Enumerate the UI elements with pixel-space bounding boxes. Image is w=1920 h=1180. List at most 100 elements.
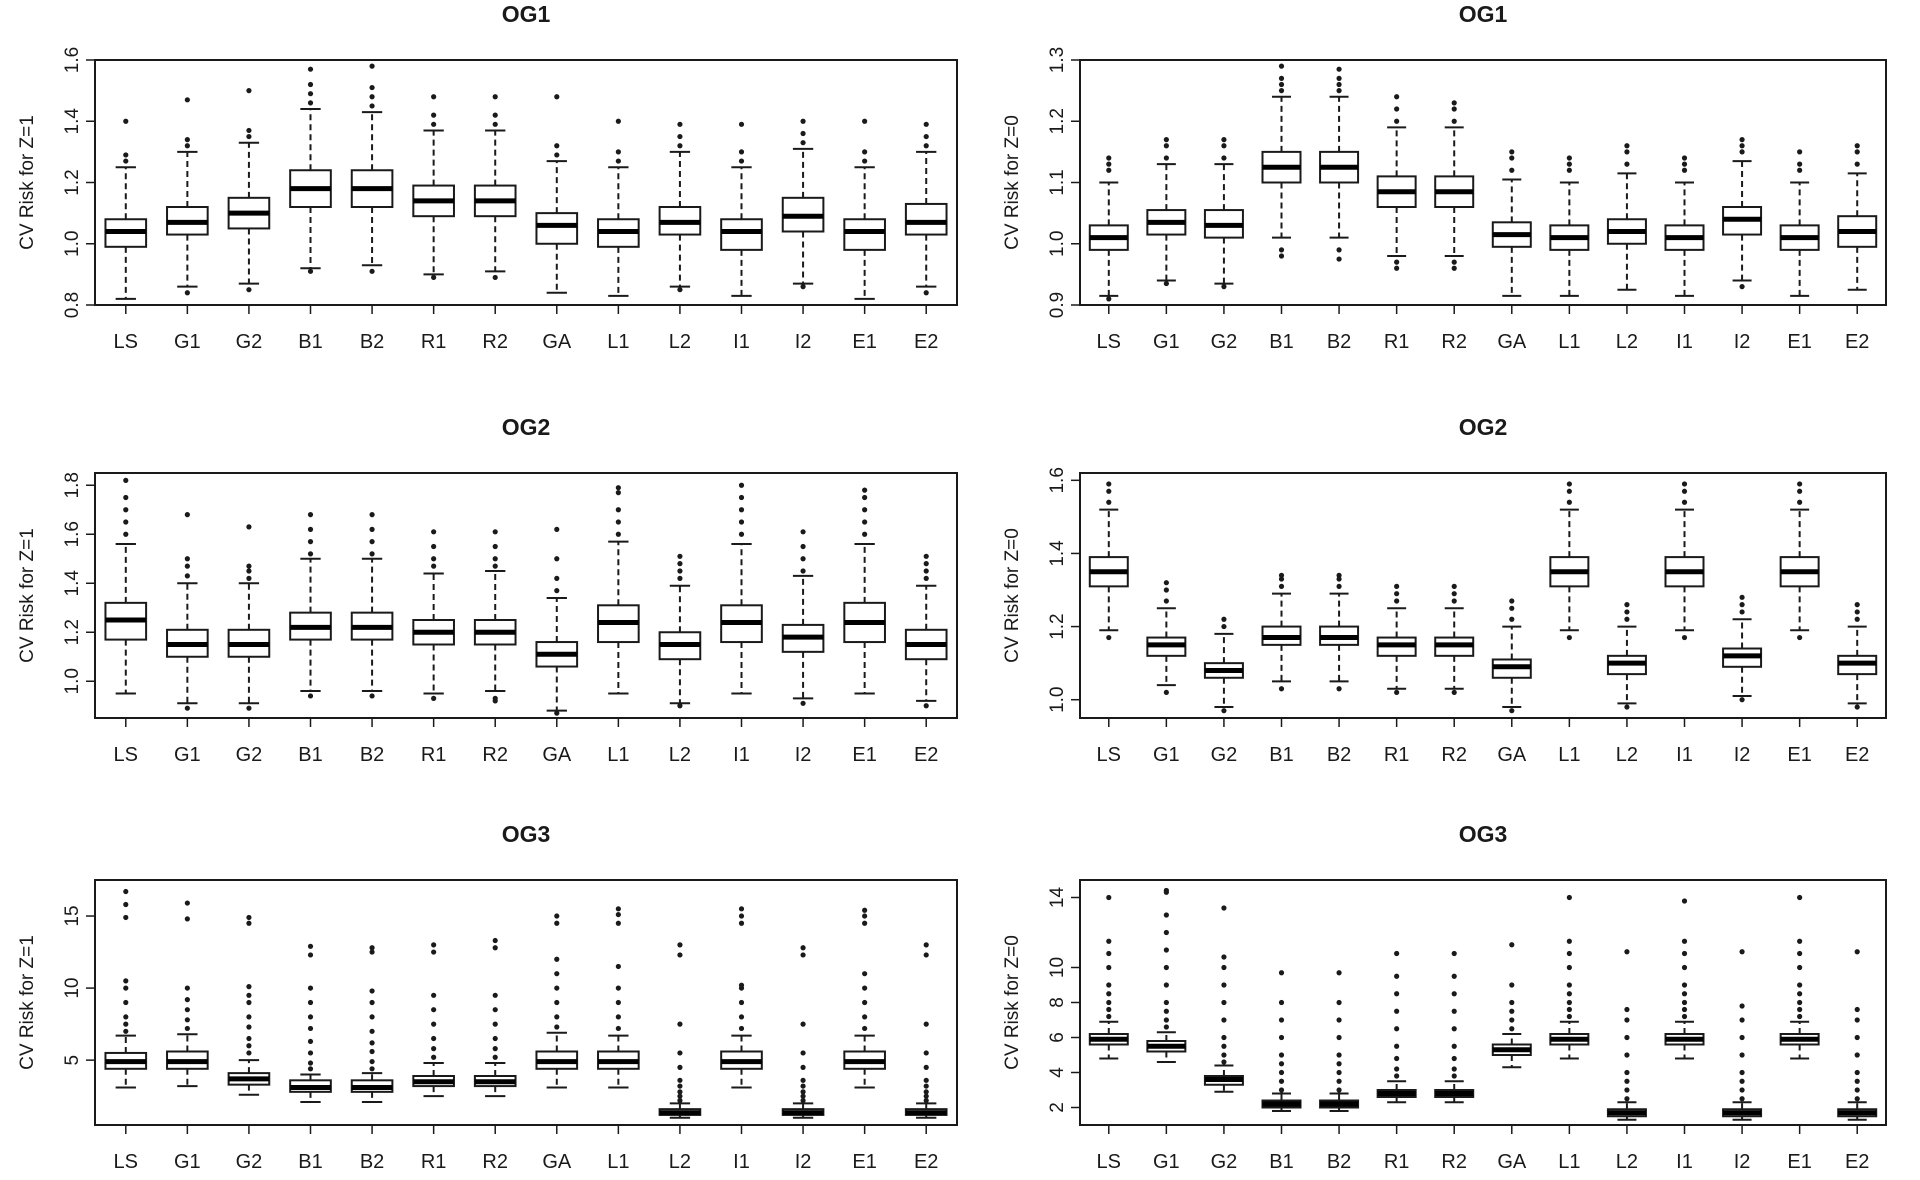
outlier-point bbox=[431, 121, 437, 127]
y-tick-label: 1.0 bbox=[1047, 687, 1068, 713]
y-tick-label: 1.8 bbox=[62, 472, 83, 498]
box-L1 bbox=[597, 485, 640, 695]
y-tick-label: 5 bbox=[62, 1055, 83, 1066]
outlier-point bbox=[1624, 1034, 1630, 1041]
outlier-point bbox=[307, 1025, 314, 1032]
x-tick-label: I1 bbox=[733, 331, 750, 353]
outlier-point bbox=[307, 952, 314, 958]
outlier-point bbox=[246, 1043, 252, 1049]
outlier-point bbox=[307, 1014, 314, 1020]
outlier-point bbox=[184, 985, 190, 991]
outlier-point bbox=[800, 700, 806, 706]
box-E1 bbox=[1779, 149, 1820, 297]
outlier-point bbox=[923, 1093, 929, 1099]
outlier-point bbox=[1854, 161, 1860, 167]
outlier-point bbox=[738, 149, 745, 155]
outlier-point bbox=[738, 482, 745, 488]
outlier-point bbox=[1681, 488, 1688, 494]
outlier-point bbox=[862, 971, 868, 977]
y-tick-label: 1.3 bbox=[1047, 47, 1068, 73]
outlier-point bbox=[738, 982, 745, 988]
box-L1 bbox=[597, 906, 640, 1089]
outlier-point bbox=[1336, 1069, 1342, 1076]
outlier-point bbox=[862, 519, 868, 525]
outlier-point bbox=[1681, 898, 1688, 904]
outlier-point bbox=[862, 149, 868, 155]
x-tick-label: I2 bbox=[795, 744, 812, 766]
x-tick-label: LS bbox=[1097, 744, 1121, 766]
y-tick-label: 1.0 bbox=[62, 231, 83, 257]
outlier-point bbox=[615, 920, 621, 926]
outlier-point bbox=[923, 143, 929, 149]
outlier-point bbox=[1681, 938, 1688, 944]
box-R2 bbox=[1434, 583, 1475, 696]
outlier-point bbox=[615, 158, 621, 164]
outlier-point bbox=[1451, 1055, 1457, 1062]
outlier-point bbox=[1221, 155, 1227, 161]
outlier-point bbox=[1854, 1006, 1860, 1013]
outlier-point bbox=[1451, 950, 1457, 957]
outlier-point bbox=[923, 952, 929, 958]
outlier-point bbox=[307, 693, 314, 699]
outlier-point bbox=[307, 1060, 314, 1066]
outlier-point bbox=[1106, 155, 1112, 161]
outlier-point bbox=[123, 985, 129, 991]
outlier-point bbox=[800, 1077, 806, 1083]
outlier-point bbox=[492, 543, 498, 550]
box-L1 bbox=[1549, 894, 1590, 1060]
box-R2 bbox=[473, 529, 517, 704]
outlier-point bbox=[431, 949, 437, 955]
outlier-point bbox=[1278, 1034, 1285, 1041]
outlier-point bbox=[369, 949, 375, 955]
outlier-point bbox=[1451, 259, 1457, 265]
outlier-point bbox=[246, 568, 252, 574]
outlier-point bbox=[1509, 708, 1515, 714]
outlier-point bbox=[123, 978, 129, 984]
outlier-point bbox=[1106, 964, 1112, 971]
outlier-point bbox=[123, 494, 129, 501]
outlier-point bbox=[1106, 950, 1112, 957]
x-tick-label: R2 bbox=[482, 1151, 508, 1173]
outlier-point bbox=[862, 920, 868, 926]
outlier-point bbox=[862, 507, 868, 513]
outlier-point bbox=[923, 1083, 929, 1089]
outlier-point bbox=[923, 1021, 929, 1027]
outlier-point bbox=[1624, 704, 1630, 710]
outlier-point bbox=[1854, 1052, 1860, 1058]
x-tick-label: E2 bbox=[1845, 744, 1869, 766]
outlier-point bbox=[862, 1025, 868, 1032]
box-B2 bbox=[1319, 970, 1360, 1112]
outlier-point bbox=[307, 268, 314, 274]
box-L2 bbox=[1606, 602, 1647, 710]
outlier-point bbox=[1394, 583, 1400, 589]
outlier-point bbox=[554, 526, 560, 532]
x-tick-label: LS bbox=[1097, 1151, 1121, 1173]
outlier-point bbox=[246, 920, 252, 926]
outlier-point bbox=[1854, 949, 1860, 955]
outlier-point bbox=[1221, 999, 1227, 1006]
y-tick-label: 2 bbox=[1047, 1102, 1068, 1113]
outlier-point bbox=[1739, 697, 1745, 703]
outlier-point bbox=[1451, 1008, 1457, 1014]
outlier-point bbox=[1394, 1043, 1400, 1049]
outlier-point bbox=[1278, 75, 1285, 81]
outlier-point bbox=[1394, 1073, 1400, 1079]
outlier-point bbox=[431, 543, 437, 550]
outlier-point bbox=[1451, 583, 1457, 589]
outlier-point bbox=[1566, 1013, 1572, 1020]
outlier-point bbox=[492, 992, 498, 998]
box-B2 bbox=[1319, 572, 1360, 692]
outlier-point bbox=[923, 553, 929, 559]
outlier-point bbox=[492, 529, 498, 535]
box-R1 bbox=[412, 529, 455, 702]
x-tick-label: L1 bbox=[607, 1151, 629, 1173]
outlier-point bbox=[1163, 1024, 1169, 1030]
y-tick-label: 1.2 bbox=[62, 619, 83, 645]
x-tick-label: B1 bbox=[298, 331, 322, 353]
panel-title: OG3 bbox=[1459, 821, 1508, 847]
x-tick-label: R2 bbox=[1441, 744, 1467, 766]
outlier-point bbox=[123, 152, 129, 158]
outlier-point bbox=[1797, 1013, 1803, 1020]
outlier-point bbox=[677, 1083, 683, 1089]
outlier-point bbox=[800, 543, 806, 550]
